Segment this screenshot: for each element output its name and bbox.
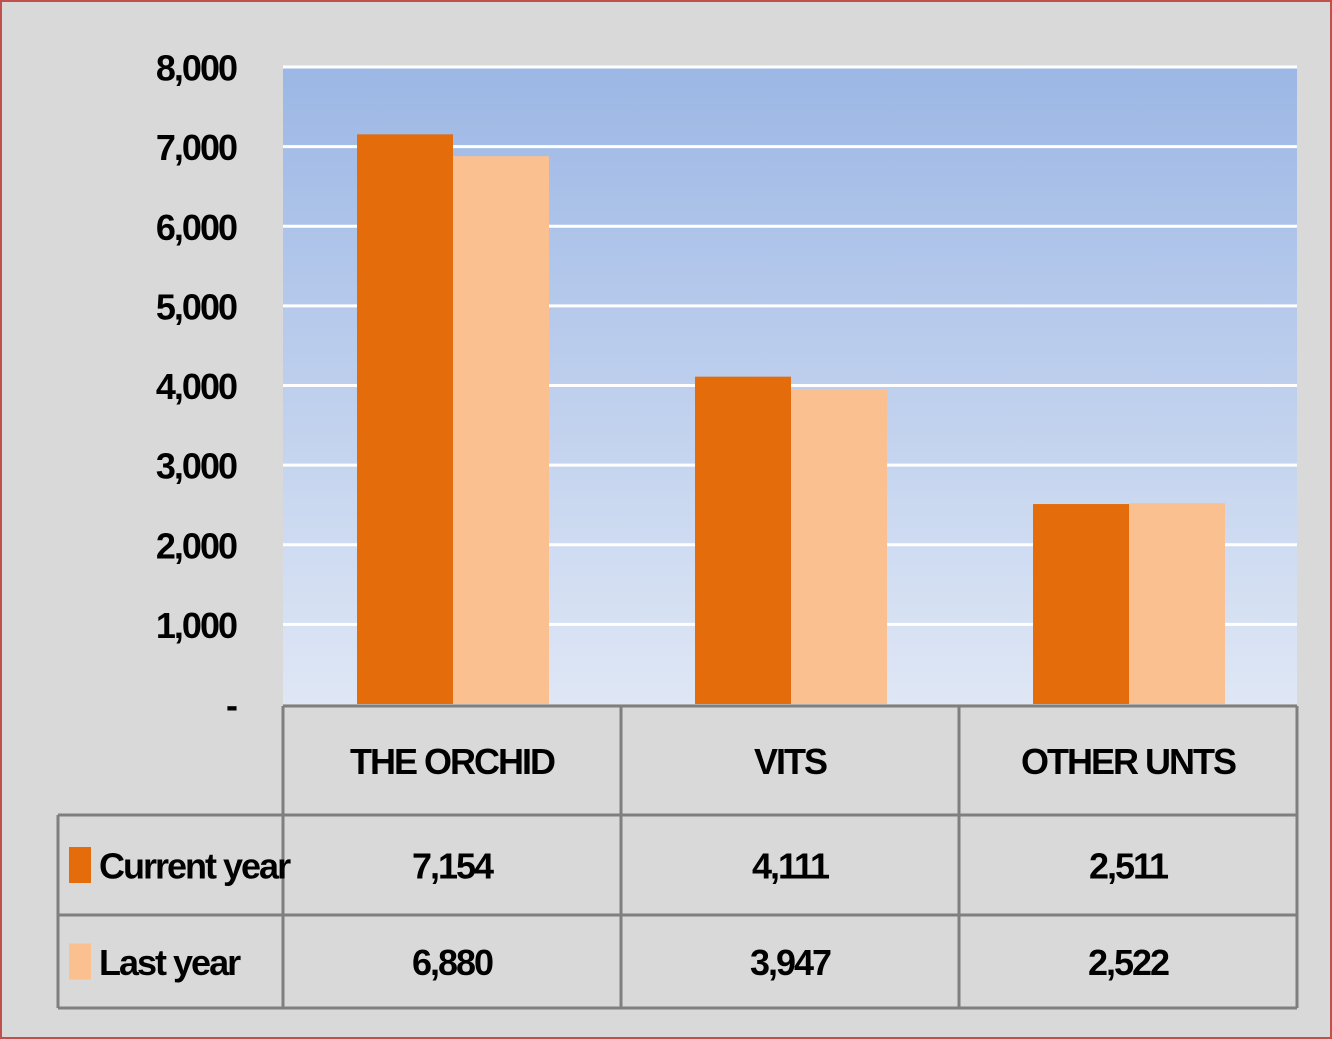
data-label: 2,522 xyxy=(1088,942,1169,983)
bar xyxy=(453,156,549,704)
legend-key xyxy=(69,943,91,980)
bar xyxy=(357,134,453,705)
bar xyxy=(1129,503,1225,704)
x-tick-label: OTHER UNTS xyxy=(1021,741,1236,782)
x-tick-label: THE ORCHID xyxy=(350,741,555,782)
y-tick-label: 7,000 xyxy=(156,127,237,168)
y-tick-label: 3,000 xyxy=(156,446,237,487)
y-tick-label: - xyxy=(226,685,237,726)
data-label: 7,154 xyxy=(412,846,494,887)
y-tick-label: 6,000 xyxy=(156,207,237,248)
y-tick-label: 8,000 xyxy=(156,48,237,89)
bar xyxy=(1033,504,1129,704)
y-tick-label: 2,000 xyxy=(156,525,237,566)
bar xyxy=(791,389,887,704)
data-label: 3,947 xyxy=(750,942,831,983)
data-label: 4,111 xyxy=(752,846,830,887)
legend-label: Current year xyxy=(99,846,291,887)
x-tick-label: VITS xyxy=(754,741,827,782)
bar xyxy=(695,376,791,704)
y-tick-label: 4,000 xyxy=(156,366,237,407)
data-label: 2,511 xyxy=(1089,846,1169,887)
legend-label: Last year xyxy=(99,942,241,983)
y-tick-label: 1,000 xyxy=(156,605,237,646)
y-tick-label: 5,000 xyxy=(156,286,237,327)
data-label: 6,880 xyxy=(412,942,493,983)
legend-key xyxy=(69,847,91,883)
